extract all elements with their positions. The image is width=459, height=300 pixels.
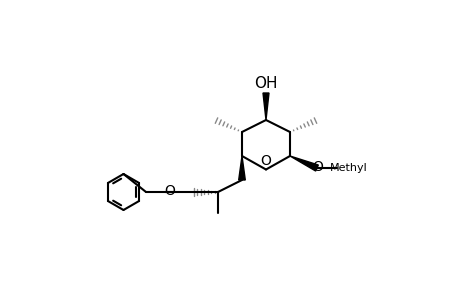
Text: O: O <box>312 160 322 174</box>
Text: Methyl: Methyl <box>329 163 367 173</box>
Polygon shape <box>289 156 318 171</box>
Text: OH: OH <box>254 76 277 91</box>
Polygon shape <box>238 156 245 180</box>
Polygon shape <box>263 93 269 120</box>
Text: O: O <box>260 154 271 168</box>
Text: O: O <box>164 184 175 198</box>
